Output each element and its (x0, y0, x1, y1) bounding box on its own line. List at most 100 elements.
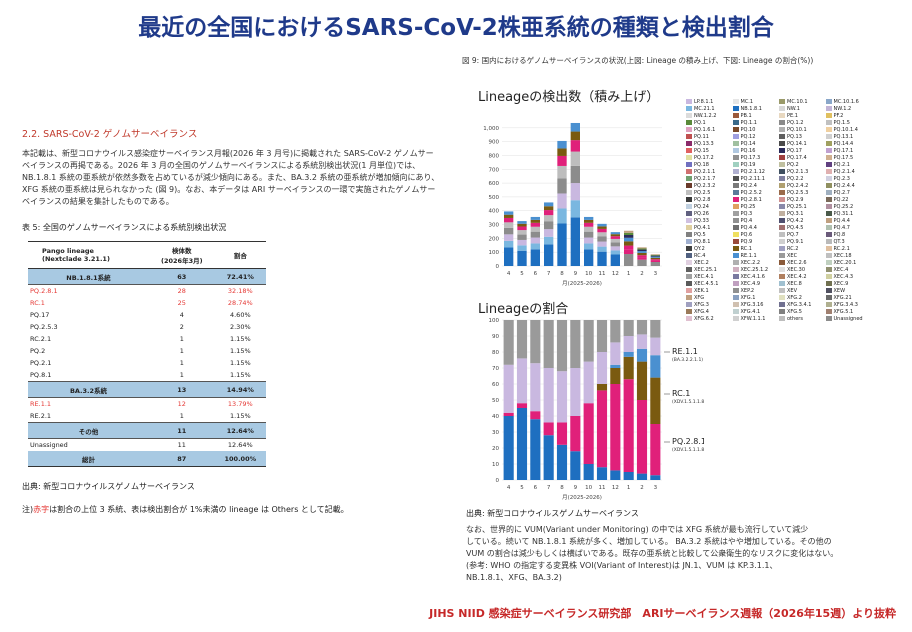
legend-item: PQ.1.1 (732, 119, 780, 126)
legend-label: XEC.4.1 (694, 273, 714, 280)
legend-item: PQ.2.2 (779, 175, 826, 182)
bar-segment (610, 342, 621, 365)
bar-segment (544, 210, 554, 216)
bar-segment (516, 408, 528, 480)
legend-item: PQ.2.4.4 (825, 182, 873, 189)
bar-segment (557, 140, 567, 149)
cell-ratio: 1.15% (229, 371, 251, 379)
legend-label: PQ.2.1.12 (740, 168, 765, 175)
legend-item: PQ.14.4 (825, 140, 873, 147)
figure-caption-block: 図 9: 国内におけるゲノムサーベイランスの状況(上図: Lineage の積み… (462, 56, 902, 66)
cell-lineage: 総計 (28, 451, 149, 467)
legend-swatch (825, 169, 832, 174)
cell-ratio: 1.15% (229, 335, 251, 343)
legend-item: PQ.24 (686, 203, 733, 210)
legend-label: PQ.2.3 (833, 175, 851, 182)
legend-item: NW.1.2 (825, 105, 873, 112)
legend-label: others (787, 315, 803, 322)
legend-item: PQ.14.1 (779, 140, 826, 147)
vum-note-line: VUM の割合は減少もしくは横ばいである。既存の亜系統と比較して公衆衛生的なリス… (466, 549, 839, 558)
legend-swatch (779, 281, 785, 286)
bar-segment (650, 256, 660, 258)
legend-label: XEC.4.1.6 (740, 273, 765, 280)
legend-label: XEP.2 (740, 287, 755, 294)
legend-swatch (686, 197, 692, 202)
vum-note-line: NB.1.8.1、XFG、BA.3.2) (466, 573, 562, 582)
legend-swatch (825, 281, 832, 286)
legend-swatch (732, 302, 739, 307)
cell-count: 1 (179, 359, 184, 367)
legend-label: PQ.14.4 (833, 140, 854, 147)
legend-label: MC.10.1.6 (833, 98, 859, 105)
bar-segment (623, 352, 634, 357)
legend-item: PQ.7 (779, 231, 826, 238)
legend-label: PQ.13 (787, 133, 802, 140)
cell-ratio: 1.15% (229, 412, 251, 420)
legend-swatch (779, 302, 785, 307)
legend-swatch (686, 225, 692, 230)
legend-swatch (779, 106, 785, 111)
bar-segment (530, 219, 540, 223)
legend-item: PB.1 (732, 112, 780, 119)
x-tick-label: 3 (654, 271, 658, 277)
x-tick-label: 5 (520, 271, 524, 277)
legend-label: PQ.1 (694, 119, 706, 126)
legend-label: PQ.10.1 (787, 126, 807, 133)
bar-segment (556, 320, 568, 372)
legend-item: XFG.21 (825, 294, 873, 301)
legend-swatch (686, 162, 692, 167)
legend-swatch (732, 232, 739, 237)
bar-segment (557, 208, 567, 224)
cell-count: 11 (177, 441, 186, 449)
legend-swatch (732, 155, 739, 160)
legend-label: MC.21.1 (694, 105, 715, 112)
legend-label: PQ.3.1 (787, 210, 804, 217)
legend-label: PQ.1.5 (833, 119, 851, 126)
legend-item: PQ.2.3.2 (686, 182, 733, 189)
legend-swatch (779, 288, 785, 293)
legend-label: XEC.2 (694, 259, 709, 266)
cell-lineage: NB.1.8.1系統 (28, 268, 149, 285)
legend-item: PQ.13 (779, 133, 826, 140)
legend-item: PQ.13.3 (686, 140, 733, 147)
cell-lineage: RC.1 (30, 299, 45, 307)
legend-item: NW.1.2.2 (686, 112, 733, 119)
legend-item: PQ.2.5 (686, 189, 733, 196)
bar-segment (583, 464, 594, 480)
bar-segment (597, 223, 607, 227)
table-row: RE.1.1 12 13.79% (28, 398, 266, 411)
bar-segment (570, 131, 580, 141)
legend-swatch (825, 288, 832, 293)
legend-swatch (779, 176, 785, 181)
legend-swatch (732, 225, 739, 230)
legend-label: PQ.17.4 (787, 154, 807, 161)
cell-ratio: 2.30% (229, 323, 251, 331)
cell-lineage: PQ.2.1 (30, 359, 52, 367)
bar-segment (570, 416, 581, 452)
x-tick-label: 6 (534, 485, 538, 491)
legend-item: XEC.25.1.2 (732, 266, 780, 273)
legend-item: MC.10.1 (779, 98, 826, 105)
legend-swatch (779, 204, 785, 209)
legend-swatch (732, 274, 739, 279)
bar-segment (596, 320, 608, 352)
legend-item: PQ.2.9 (779, 196, 826, 203)
bar-segment (517, 234, 527, 240)
bar-segment (544, 229, 554, 237)
table-row: Unassigned 11 12.64% (28, 439, 266, 452)
legend-item: PQ.8.1 (686, 238, 733, 245)
legend-swatch (825, 148, 832, 153)
legend-item: PQ.1.6.1 (686, 126, 733, 133)
legend-item: NB.1.8.1 (732, 105, 780, 112)
bar-segment (584, 219, 594, 223)
table-row: PQ.2.8.1 28 32.18% (28, 285, 266, 298)
bar-segment (517, 223, 527, 227)
legend-swatch (686, 267, 692, 272)
legend-swatch (825, 218, 832, 223)
x-tick-label: 11 (599, 271, 606, 277)
cell-ratio: 28.74% (227, 299, 253, 307)
bar-segment (503, 416, 514, 480)
legend-swatch (732, 183, 739, 188)
bar-segment (650, 259, 660, 261)
legend-swatch (825, 246, 832, 251)
